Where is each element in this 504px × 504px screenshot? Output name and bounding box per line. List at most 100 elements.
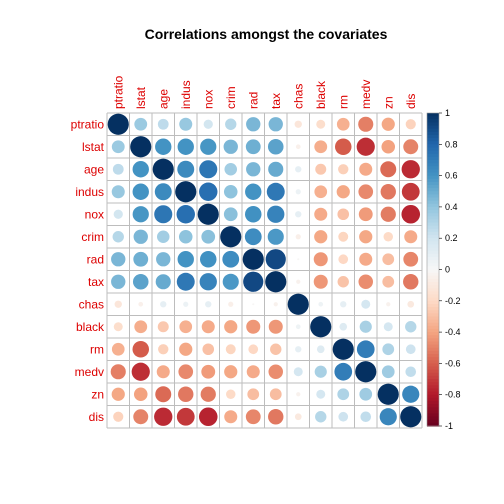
corr-circle-tax-tax: tax / tax: 1 [265,271,287,293]
colorbar-segment [427,404,439,408]
corr-circle-age-crim: age / crim: 0.35 [224,162,238,176]
colorbar-segment [427,144,439,149]
corr-circle-chas-black: chas / black: 0.05 [318,301,324,307]
corr-circle-rm-dis: rm / dis: 0.21 [405,344,416,355]
column-label-dis: dis [404,94,418,109]
corr-circle-age-chas: age / chas: 0.09 [295,166,302,173]
corr-circle-ptratio-black: ptratio / black: -0.18 [316,119,326,129]
corr-circle-medv-tax: medv / tax: -0.47 [268,364,283,379]
colorbar-segment [427,244,439,249]
corr-circle-lstat-crim: lstat / crim: 0.46 [223,139,238,154]
corr-circle-lstat-nox: lstat / nox: 0.59 [200,138,217,155]
corr-circle-nox-lstat: nox / lstat: 0.59 [132,206,149,223]
colorbar-segment [427,181,439,186]
colorbar-segment [427,385,439,390]
corr-circle-zn-rad: zn / rad: -0.31 [247,388,260,401]
row-label-chas: chas [79,297,104,311]
corr-circle-indus-lstat: indus / lstat: 0.6 [132,183,149,200]
corr-circle-nox-black: nox / black: -0.38 [314,207,328,221]
corr-circle-black-zn: black / zn: 0.18 [383,322,393,332]
column-label-crim: crim [224,86,238,109]
corr-circle-tax-medv: tax / medv: -0.47 [358,274,373,289]
colorbar-segment [427,391,439,396]
corr-circle-rm-zn: rm / zn: 0.31 [382,343,395,356]
colorbar-segment [427,375,439,380]
corr-circle-black-lstat: black / lstat: -0.37 [134,320,148,334]
colorbar-segment [427,275,439,280]
corr-circle-black-rm: black / rm: 0.13 [339,322,348,331]
corr-circle-chas-tax: chas / tax: -0.04 [273,302,278,307]
colorbar-segment [427,225,439,230]
corr-circle-rad-rm: rad / rm: -0.21 [338,254,349,265]
corr-circle-medv-ptratio: medv / ptratio: -0.51 [110,364,126,380]
corr-circle-black-indus: black / indus: -0.36 [179,320,193,334]
colorbar-segment [427,294,439,299]
colorbar-segment [427,319,439,324]
colorbar-segment [427,394,439,399]
corr-circle-indus-black: indus / black: -0.36 [314,185,328,199]
colorbar-segment [427,350,439,355]
row-label-age: age [84,162,104,176]
row-label-rm: rm [90,342,104,356]
colorbar-segment [427,291,439,296]
corr-circle-nox-crim: nox / crim: 0.42 [223,207,238,222]
corr-circle-black-rad: black / rad: -0.44 [246,319,261,334]
colorbar-tick-label: -0.8 [445,390,461,400]
corr-circle-black-crim: black / crim: -0.39 [224,320,238,334]
corr-circle-age-rm: age / rm: -0.24 [338,164,349,175]
corr-circle-rad-dis: rad / dis: -0.49 [403,251,419,267]
corr-circle-rm-tax: rm / tax: -0.29 [270,343,282,355]
column-label-rad: rad [246,92,260,109]
colorbar-segment [427,325,439,330]
corr-circle-dis-black: dis / black: 0.29 [315,411,327,423]
corr-circle-ptratio-zn: ptratio / zn: -0.39 [381,117,395,131]
corr-circle-rad-black: rad / black: -0.44 [313,252,328,267]
colorbar-segment [427,338,439,343]
corr-circle-zn-dis: zn / dis: 0.66 [402,385,420,403]
colorbar-segment [427,388,439,393]
corr-circle-medv-crim: medv / crim: -0.39 [224,365,238,379]
correlation-circles: ptratio / ptratio: 1 ptratio / lstat: 0.3… [107,113,422,428]
corr-circle-chas-age: chas / age: 0.09 [160,301,167,308]
colorbar-segment [427,369,439,374]
corr-circle-medv-nox: medv / nox: -0.43 [201,364,216,379]
corr-circle-medv-age: medv / age: -0.38 [156,365,170,379]
corr-circle-zn-lstat: zn / lstat: -0.41 [133,387,148,402]
colorbar-segment [427,256,439,261]
colorbar-segment [427,310,439,314]
colorbar-segment [427,316,439,321]
colorbar-segment [427,166,439,170]
colorbar-segment [427,354,439,358]
corr-circle-black-chas: black / chas: 0.05 [295,324,301,330]
corr-circle-chas-indus: chas / indus: 0.06 [183,301,189,307]
corr-circle-chas-rm: chas / rm: 0.09 [340,301,347,308]
colorbar-tick-label: -0.4 [445,327,461,337]
colorbar-segment [427,184,439,189]
corr-circle-tax-nox: tax / nox: 0.67 [199,273,217,291]
column-label-ptratio: ptratio [111,75,125,109]
corr-circle-indus-age: indus / age: 0.64 [154,183,172,201]
colorbar-tick-label: 0.8 [445,139,458,149]
colorbar-segment [427,300,439,305]
colorbar-segment [427,382,439,386]
corr-circle-dis-rm: dis / rm: 0.21 [338,411,349,422]
corr-circle-rm-indus: rm / indus: -0.39 [179,342,193,356]
corr-circle-black-black: black / black: 1 [310,316,332,338]
corr-circle-rad-lstat: rad / lstat: 0.49 [133,251,149,267]
column-labels: ptratio lstat age indus nox crim rad tax chas bla… [111,75,418,109]
corr-circle-chas-ptratio: chas / ptratio: -0.12 [114,300,122,308]
colorbar-segment [427,219,439,224]
row-label-crim: crim [81,230,104,244]
corr-circle-indus-indus: indus / indus: 1 [175,181,197,203]
row-label-black: black [76,320,105,334]
colorbar-segment [427,175,439,180]
column-label-rm: rm [336,95,350,109]
corr-circle-crim-lstat: crim / lstat: 0.46 [133,229,148,244]
colorbar-segment [427,188,439,192]
colorbar-segment [427,347,439,352]
column-label-medv: medv [359,80,373,109]
corr-circle-indus-ptratio: indus / ptratio: 0.38 [111,185,125,199]
colorbar: 1 0.8 0.6 0.4 0.2 0 -0.2 -0.4 -0.6 -0.8 -1 [426,108,461,431]
corr-circle-nox-chas: nox / chas: 0.09 [295,211,302,218]
colorbar-segment [427,178,439,183]
